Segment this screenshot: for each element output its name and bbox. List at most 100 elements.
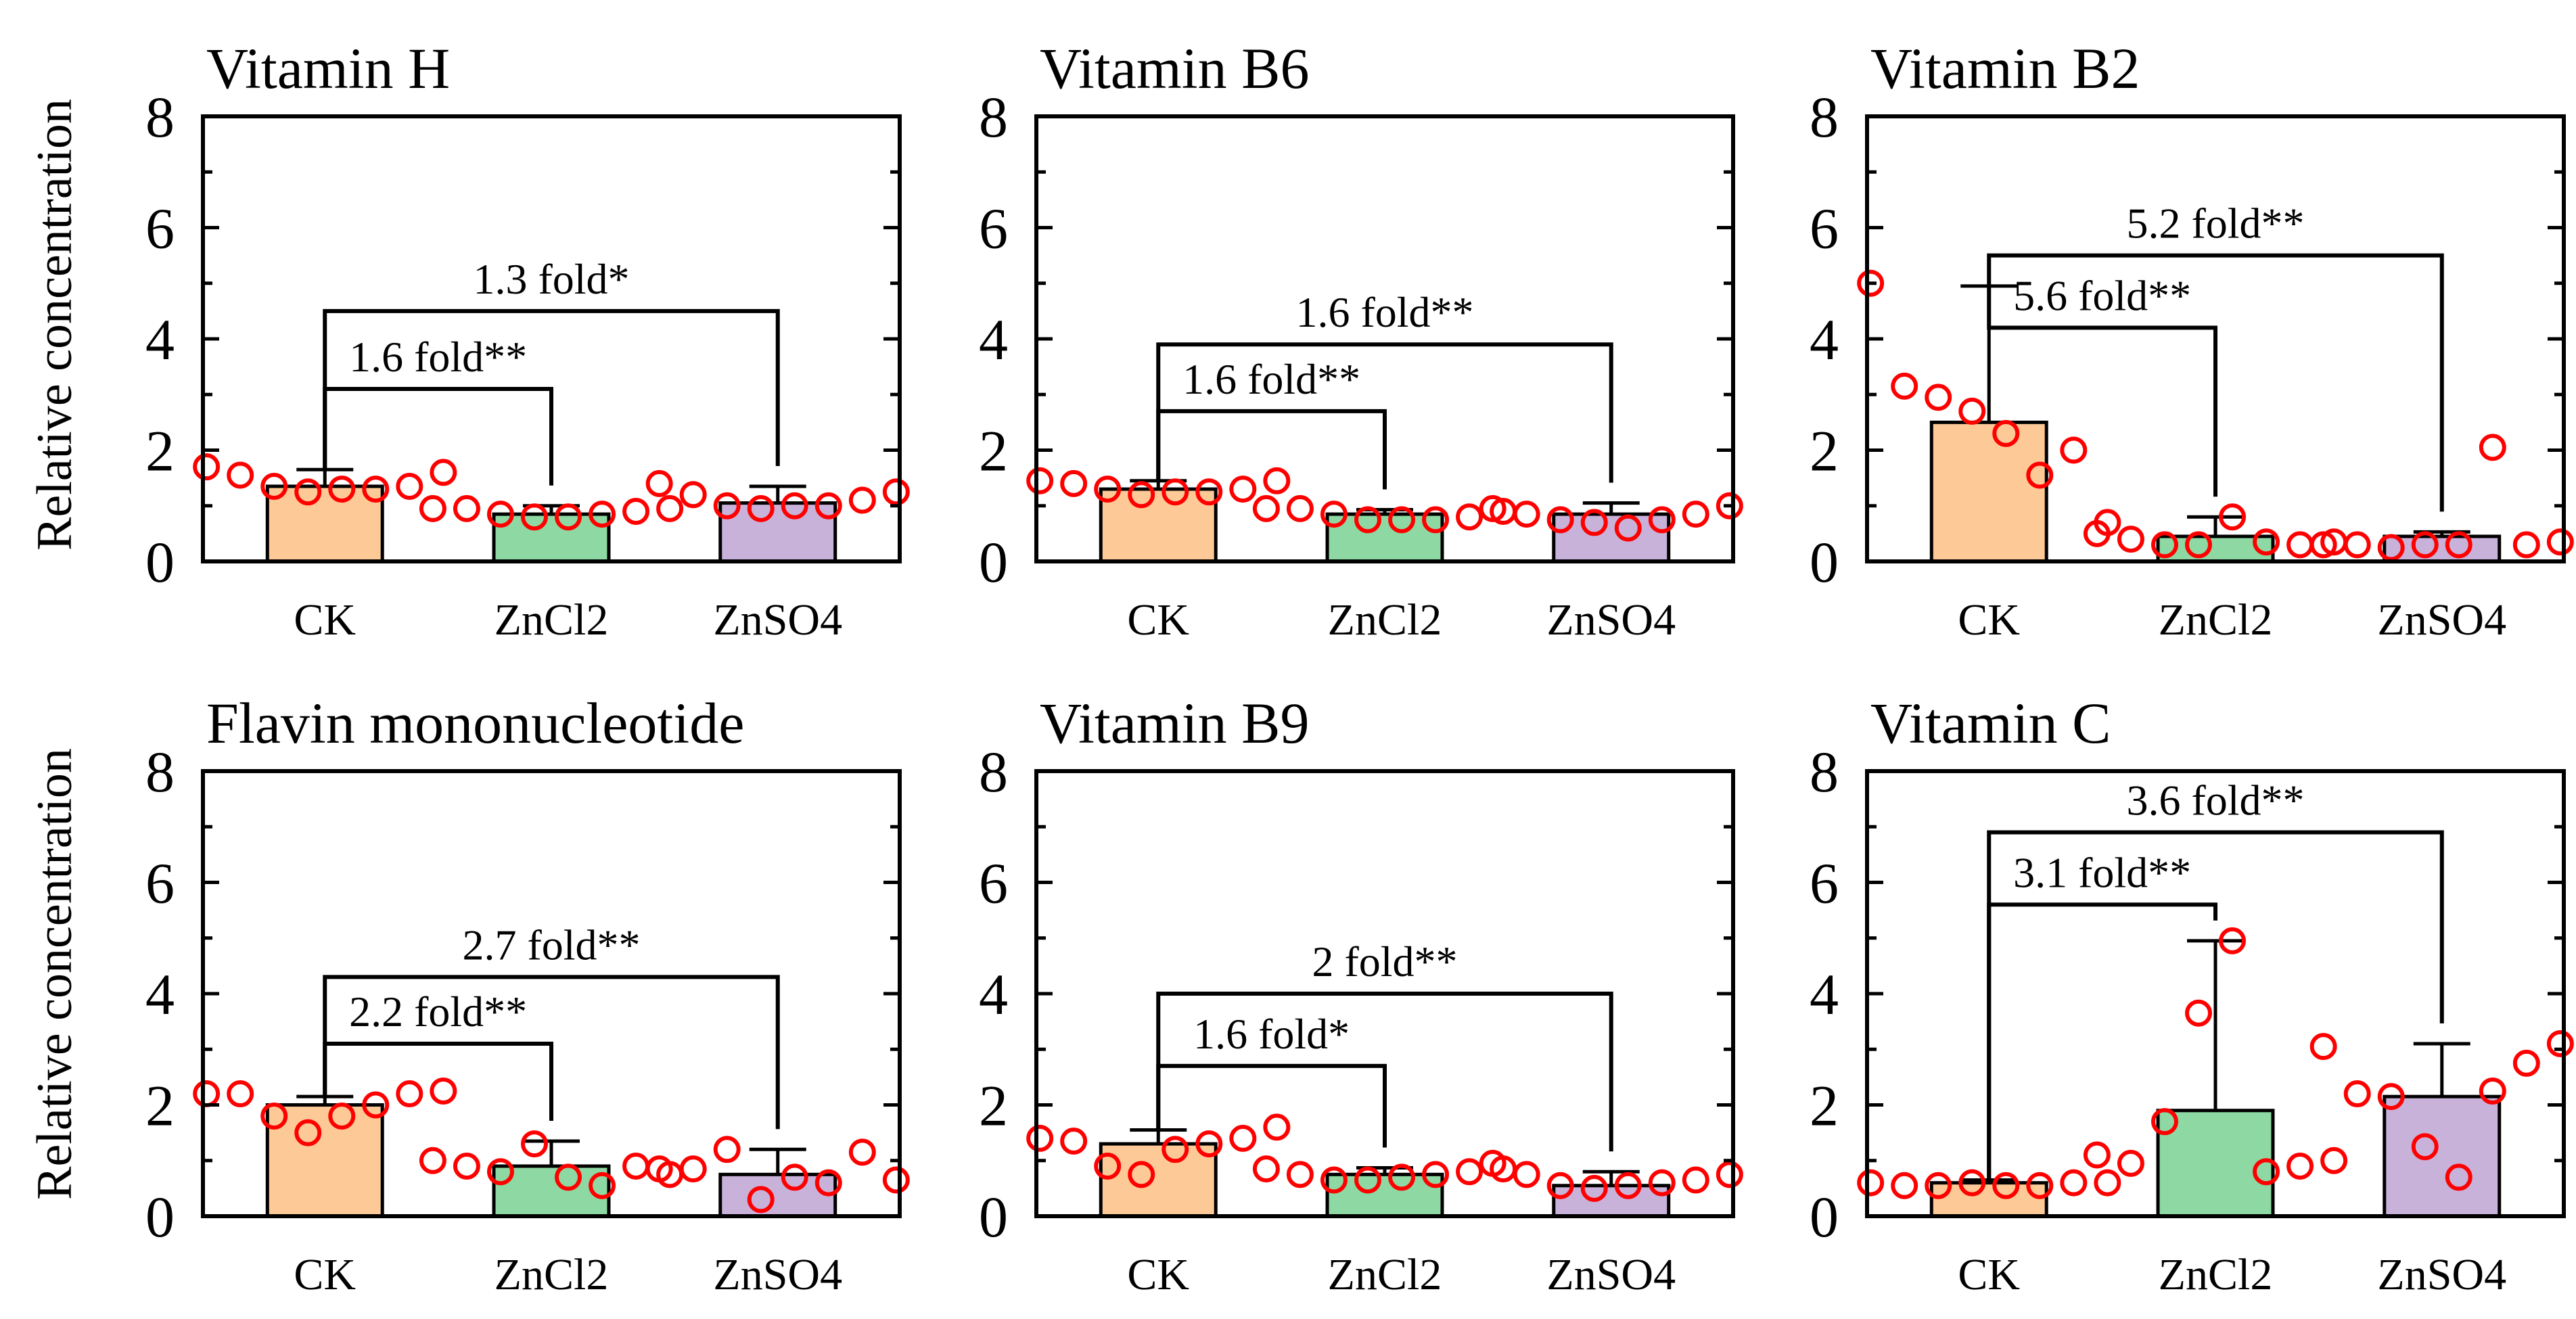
comparison-bracket-2 xyxy=(1987,830,2444,1180)
data-point-CK xyxy=(430,459,457,486)
y-tick-label: 2 xyxy=(979,1073,1008,1138)
data-point-ZnSO4 xyxy=(781,1163,808,1191)
x-tick-label: CK xyxy=(294,1250,356,1299)
bar-CK xyxy=(265,484,384,563)
bar-CK xyxy=(1099,1142,1218,1218)
data-point-CK xyxy=(2094,1169,2121,1197)
data-point-ZnSO4 xyxy=(2546,528,2574,556)
y-tick-label: 0 xyxy=(1810,530,1839,595)
data-point-CK xyxy=(1891,372,1918,400)
data-point-ZnSO4 xyxy=(2309,531,2337,559)
panel-3: Vitamin B2 5.6 fold** 5.2 fold** 0 2 4 6 8 CK ZnC… xyxy=(1810,36,2574,645)
panel-4: Flavin mononucleotide 2.2 fold** 2.7 fold*… xyxy=(145,691,910,1299)
comparison-label-1: 3.1 fold** xyxy=(2013,848,2191,896)
data-point-ZnCl2 xyxy=(2320,1147,2348,1174)
data-point-ZnSO4 xyxy=(882,1166,910,1194)
y-tick-label: 4 xyxy=(979,962,1008,1027)
x-tick-label: ZnCl2 xyxy=(1328,1250,1442,1299)
panel-title: Vitamin B2 xyxy=(1870,36,2140,101)
data-point-ZnSO4 xyxy=(2479,1077,2506,1105)
data-point-CK xyxy=(2026,1172,2054,1199)
x-tick-label: ZnCl2 xyxy=(495,1250,609,1299)
data-point-ZnCl2 xyxy=(2117,1149,2144,1177)
data-point-ZnCl2 xyxy=(2150,1108,2178,1136)
data-point-ZnSO4 xyxy=(1648,1169,1676,1197)
comparison-label-2: 1.6 fold** xyxy=(1295,288,1473,336)
data-point-CK xyxy=(1128,1161,1155,1188)
x-tick-label: ZnCl2 xyxy=(2159,1250,2273,1299)
data-point-ZnCl2 xyxy=(453,1152,480,1180)
data-point-ZnSO4 xyxy=(2445,531,2472,559)
data-point-CK xyxy=(1958,397,1986,425)
data-point-ZnCl2 xyxy=(2253,528,2280,556)
data-point-ZnSO4 xyxy=(679,481,707,509)
data-point-ZnCl2 xyxy=(520,503,548,531)
data-point-CK xyxy=(260,472,288,500)
data-point-ZnCl2 xyxy=(589,1172,616,1199)
panel-6: Vitamin C 3.1 fold** 3.6 fold** 0 2 4 6 8 CK ZnCl… xyxy=(1810,691,2574,1299)
y-tick-label: 0 xyxy=(1810,1184,1839,1249)
data-point-ZnCl2 xyxy=(2083,1141,2111,1169)
data-point-ZnSO4 xyxy=(679,1155,707,1183)
data-point-ZnSO4 xyxy=(848,1138,876,1166)
ylabel-bottom: Relative concentration xyxy=(27,748,83,1200)
data-point-CK xyxy=(1162,1136,1189,1163)
data-point-ZnSO4 xyxy=(1580,1174,1608,1202)
y-tick-label: 4 xyxy=(145,307,175,372)
comparison-bracket-2 xyxy=(1156,342,1613,483)
comparison-bracket-1 xyxy=(323,387,553,486)
data-point-ZnCl2 xyxy=(453,494,480,522)
comparison-label-2: 1.3 fold* xyxy=(473,255,629,303)
data-point-CK xyxy=(1094,476,1122,503)
y-tick-label: 6 xyxy=(1810,851,1839,916)
data-point-ZnCl2 xyxy=(2117,526,2144,553)
data-point-CK xyxy=(430,1077,457,1105)
data-point-ZnCl2 xyxy=(656,494,684,522)
data-point-CK xyxy=(1263,1113,1291,1141)
data-point-CK xyxy=(1026,1124,1054,1152)
data-point-ZnSO4 xyxy=(747,494,775,522)
data-point-CK xyxy=(227,461,254,489)
y-tick-label: 6 xyxy=(145,851,175,916)
data-point-ZnCl2 xyxy=(1354,1166,1381,1194)
data-point-ZnCl2 xyxy=(622,1152,650,1180)
data-point-CK xyxy=(1263,467,1291,494)
data-point-ZnCl2 xyxy=(2083,519,2111,547)
data-point-ZnSO4 xyxy=(2411,1133,2439,1161)
x-tick-label: ZnSO4 xyxy=(2377,1250,2506,1299)
comparison-label-2: 2 fold** xyxy=(1312,938,1457,986)
panel-title: Vitamin B9 xyxy=(1040,691,1310,756)
data-point-ZnSO4 xyxy=(645,469,673,497)
comparison-label-1: 1.6 fold** xyxy=(349,333,527,381)
data-point-ZnCl2 xyxy=(1422,1161,1450,1188)
data-point-ZnSO4 xyxy=(645,1155,673,1183)
y-tick-label: 6 xyxy=(145,196,175,261)
data-point-CK xyxy=(328,1102,356,1130)
data-point-ZnSO4 xyxy=(781,492,808,519)
data-point-CK xyxy=(1128,481,1155,509)
data-point-ZnSO4 xyxy=(2512,1049,2540,1077)
data-point-CK xyxy=(1162,478,1189,506)
x-tick-label: ZnCl2 xyxy=(495,595,609,645)
data-point-ZnCl2 xyxy=(1388,506,1416,534)
data-point-ZnCl2 xyxy=(2184,531,2212,559)
comparison-label-1: 1.6 fold** xyxy=(1182,355,1360,403)
y-tick-label: 6 xyxy=(979,196,1008,261)
data-point-CK xyxy=(396,472,423,500)
data-point-ZnCl2 xyxy=(1286,1161,1314,1188)
data-point-ZnSO4 xyxy=(814,1169,842,1197)
y-tick-label: 8 xyxy=(1810,85,1839,149)
y-tick-label: 2 xyxy=(145,419,175,484)
y-tick-label: 8 xyxy=(979,739,1008,804)
x-tick-label: ZnSO4 xyxy=(1546,1250,1676,1299)
data-point-CK xyxy=(294,1119,322,1147)
comparison-bracket-1 xyxy=(1987,285,2217,497)
x-tick-label: ZnSO4 xyxy=(713,595,842,645)
y-tick-label: 4 xyxy=(145,962,175,1027)
panels: Vitamin H 1.6 fold** 1.3 fold* 0 2 4 6 8 CK ZnCl2… xyxy=(145,36,2574,1299)
x-tick-label: CK xyxy=(1958,1250,2020,1299)
data-point-ZnSO4 xyxy=(2445,1163,2472,1191)
data-point-ZnCl2 xyxy=(1320,1166,1348,1194)
data-point-ZnCl2 xyxy=(486,1158,514,1186)
data-point-CK xyxy=(362,1091,390,1119)
